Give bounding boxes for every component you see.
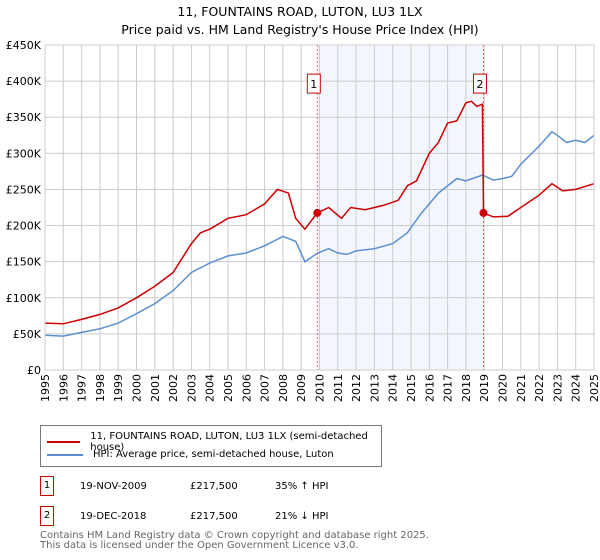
transaction-row: 1 19-NOV-2009 £217,500 35% ↑ HPI — [40, 476, 328, 496]
x-tick-label: 2013 — [368, 374, 381, 402]
y-tick-label: £300K — [6, 147, 42, 160]
price-chart: £0 £50K £100K £150K £200K £250K £300K £350K £400… — [6, 39, 600, 402]
marker-label-box — [306, 73, 321, 94]
transaction-row: 2 19-DEC-2018 £217,500 21% ↓ HPI — [40, 506, 328, 526]
legend-swatch — [47, 453, 83, 456]
transaction-date: 19-NOV-2009 — [80, 480, 147, 492]
legend-label: 11, FOUNTAINS ROAD, LUTON, LU3 1LX (semi… — [90, 431, 368, 453]
footer: Contains HM Land Registry data © Crown c… — [40, 531, 429, 551]
x-tick-label: 1995 — [39, 374, 52, 402]
plot-frame — [44, 44, 595, 371]
x-tick-label: 1998 — [94, 374, 107, 402]
y-tick-label: £150K — [6, 256, 42, 269]
footer-copyright: Contains HM Land Registry data © Crown c… — [40, 530, 429, 541]
x-tick-label: 2011 — [332, 374, 345, 402]
marker-label: 2 — [476, 78, 483, 91]
sale-point — [313, 208, 322, 217]
title-line-2: Price paid vs. HM Land Registry's House … — [121, 22, 479, 37]
legend: 11, FOUNTAINS ROAD, LUTON, LU3 1LX (semi… — [40, 425, 382, 467]
x-tick-label: 1996 — [57, 374, 70, 402]
x-tick-label: 2018 — [460, 374, 473, 402]
x-tick-label: 2002 — [167, 374, 180, 402]
x-tick-label: 2014 — [387, 374, 400, 402]
transaction-price: £217,500 — [190, 480, 238, 492]
y-tick-label: £450K — [6, 39, 42, 52]
marker-label: 1 — [310, 78, 317, 91]
x-tick-label: 2016 — [423, 374, 436, 402]
x-tick-label: 2009 — [295, 374, 308, 402]
x-tick-label: 2025 — [588, 374, 600, 402]
y-tick-label: £200K — [6, 220, 42, 233]
x-tick-label: 2000 — [131, 374, 144, 402]
x-tick-label: 2007 — [259, 374, 272, 402]
transaction-hpi: 21% ↓ HPI — [275, 510, 329, 522]
x-tick-label: 2024 — [570, 374, 583, 402]
series-line — [44, 130, 595, 337]
transaction-number: 1 — [40, 476, 54, 496]
legend-swatch — [47, 441, 81, 443]
x-tick-label: 1997 — [76, 374, 89, 402]
x-tick-label: 2015 — [405, 374, 418, 402]
transaction-price: £217,500 — [190, 510, 238, 522]
transaction-date: 19-DEC-2018 — [80, 510, 147, 522]
y-tick-label: £0 — [27, 364, 41, 377]
x-tick-label: 2006 — [240, 374, 253, 402]
x-tick-label: 2004 — [204, 374, 217, 402]
footer-licence: This data is licensed under the Open Gov… — [40, 540, 359, 551]
title-line-1: 11, FOUNTAINS ROAD, LUTON, LU3 1LX — [177, 4, 423, 19]
transaction-number: 2 — [40, 506, 54, 526]
x-tick-label: 2001 — [149, 374, 162, 402]
marker-label-box — [472, 73, 487, 94]
legend-item-property: 11, FOUNTAINS ROAD, LUTON, LU3 1LX (semi… — [47, 431, 381, 453]
x-tick-label: 2010 — [314, 374, 327, 402]
x-tick-label: 2023 — [551, 374, 564, 402]
x-tick-label: 2017 — [442, 374, 455, 402]
x-tick-label: 2012 — [350, 374, 363, 402]
y-tick-label: £250K — [6, 183, 42, 196]
x-tick-label: 2019 — [478, 374, 491, 402]
y-tick-label: £350K — [6, 111, 42, 124]
y-tick-label: £50K — [13, 328, 42, 341]
x-tick-label: 2003 — [185, 374, 198, 402]
chart-title: 11, FOUNTAINS ROAD, LUTON, LU3 1LX Price… — [0, 3, 600, 39]
transaction-hpi: 35% ↑ HPI — [275, 480, 329, 492]
legend-item-hpi: HPI: Average price, semi-detached house,… — [47, 449, 334, 460]
sale-point — [479, 208, 488, 217]
series-line — [44, 100, 595, 325]
y-tick-label: £400K — [6, 75, 42, 88]
x-tick-label: 2022 — [533, 374, 546, 402]
shaded-ownership-period — [317, 45, 484, 370]
x-tick-label: 2020 — [497, 374, 510, 402]
x-tick-label: 2005 — [222, 374, 235, 402]
x-tick-label: 2008 — [277, 374, 290, 402]
legend-label: HPI: Average price, semi-detached house,… — [93, 449, 334, 460]
x-tick-label: 2021 — [515, 374, 528, 402]
y-tick-label: £100K — [6, 292, 42, 305]
x-tick-label: 1999 — [112, 374, 125, 402]
